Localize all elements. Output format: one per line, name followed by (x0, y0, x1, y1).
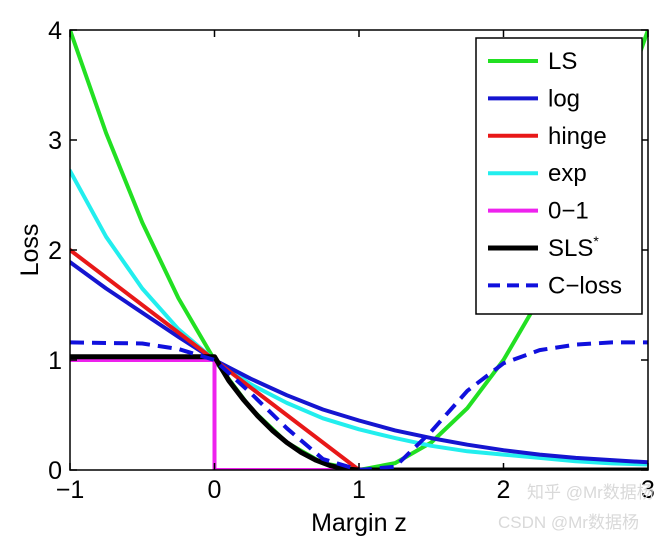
x-tick-label-2: 2 (497, 476, 511, 504)
x-tick-label-0: 0 (208, 476, 222, 504)
legend-entries: LS log hinge exp 0−1 SLS* C−loss (488, 48, 622, 299)
legend-label-c-loss: C−loss (548, 272, 622, 299)
y-tick-label-0: 0 (48, 457, 62, 485)
legend-entry-log: log (488, 85, 580, 112)
y-tick-label-4: 4 (48, 17, 62, 45)
legend-label-ls: LS (548, 48, 577, 75)
legend-entry-c-loss: C−loss (488, 272, 622, 299)
watermark-zhihu: 知乎 @Mr数据杨 (527, 483, 654, 502)
legend-entry-hinge: hinge (488, 123, 607, 150)
x-tick-label-3: 3 (641, 476, 655, 504)
legend-label-0-1: 0−1 (548, 198, 589, 225)
legend-entry-sls: SLS* (488, 233, 599, 262)
series-line-c-loss (70, 340, 648, 470)
x-tick-label-1: 1 (352, 476, 366, 504)
series-line-exp (70, 168, 648, 467)
legend: LS log hinge exp 0−1 SLS* C−loss (475, 37, 643, 315)
legend-box (475, 37, 643, 315)
legend-entry-exp: exp (488, 160, 587, 187)
legend-label-hinge: hinge (548, 123, 607, 150)
watermark-csdn: CSDN @Mr数据杨 (498, 513, 639, 532)
legend-label-log: log (548, 85, 580, 112)
series-line-sls (70, 354, 648, 470)
series-line-log (70, 260, 648, 465)
x-tick-label-1: −1 (56, 476, 85, 504)
y-tick-label-2: 2 (48, 237, 62, 265)
legend-entry-0-1: 0−1 (488, 198, 589, 225)
legend-entry-ls: LS (488, 48, 577, 75)
y-tick-label-3: 3 (48, 127, 62, 155)
series-line-0-1 (70, 358, 648, 470)
legend-label-sls: SLS* (548, 233, 599, 262)
ticks-layer (69, 29, 649, 471)
y-axis-label: Loss (16, 224, 44, 277)
x-axis-label: Margin z (311, 509, 407, 537)
legend-label-exp: exp (548, 160, 587, 187)
y-tick-label-1: 1 (48, 347, 62, 375)
